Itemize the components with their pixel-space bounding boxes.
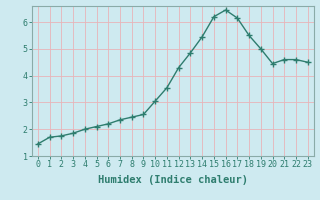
X-axis label: Humidex (Indice chaleur): Humidex (Indice chaleur) (98, 175, 248, 185)
